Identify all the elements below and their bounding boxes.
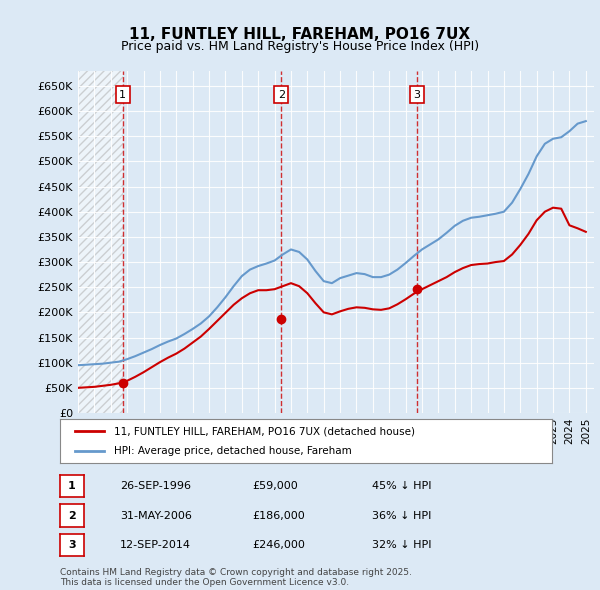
Text: Price paid vs. HM Land Registry's House Price Index (HPI): Price paid vs. HM Land Registry's House … [121, 40, 479, 53]
Text: 3: 3 [68, 540, 76, 550]
Bar [78, 71, 123, 413]
Text: 11, FUNTLEY HILL, FAREHAM, PO16 7UX: 11, FUNTLEY HILL, FAREHAM, PO16 7UX [130, 27, 470, 41]
Text: 31-MAY-2006: 31-MAY-2006 [120, 511, 192, 520]
Text: 2: 2 [278, 90, 285, 100]
Text: 3: 3 [413, 90, 421, 100]
Text: 36% ↓ HPI: 36% ↓ HPI [372, 511, 431, 520]
Text: £59,000: £59,000 [252, 481, 298, 491]
Text: £246,000: £246,000 [252, 540, 305, 550]
Text: 1: 1 [119, 90, 126, 100]
Text: HPI: Average price, detached house, Fareham: HPI: Average price, detached house, Fare… [114, 446, 352, 455]
Text: 2: 2 [68, 511, 76, 520]
Text: 45% ↓ HPI: 45% ↓ HPI [372, 481, 431, 491]
Text: Contains HM Land Registry data © Crown copyright and database right 2025.
This d: Contains HM Land Registry data © Crown c… [60, 568, 412, 587]
Text: 32% ↓ HPI: 32% ↓ HPI [372, 540, 431, 550]
Text: 1: 1 [68, 481, 76, 491]
Text: £186,000: £186,000 [252, 511, 305, 520]
Text: 26-SEP-1996: 26-SEP-1996 [120, 481, 191, 491]
Text: 12-SEP-2014: 12-SEP-2014 [120, 540, 191, 550]
Text: 11, FUNTLEY HILL, FAREHAM, PO16 7UX (detached house): 11, FUNTLEY HILL, FAREHAM, PO16 7UX (det… [114, 427, 415, 436]
